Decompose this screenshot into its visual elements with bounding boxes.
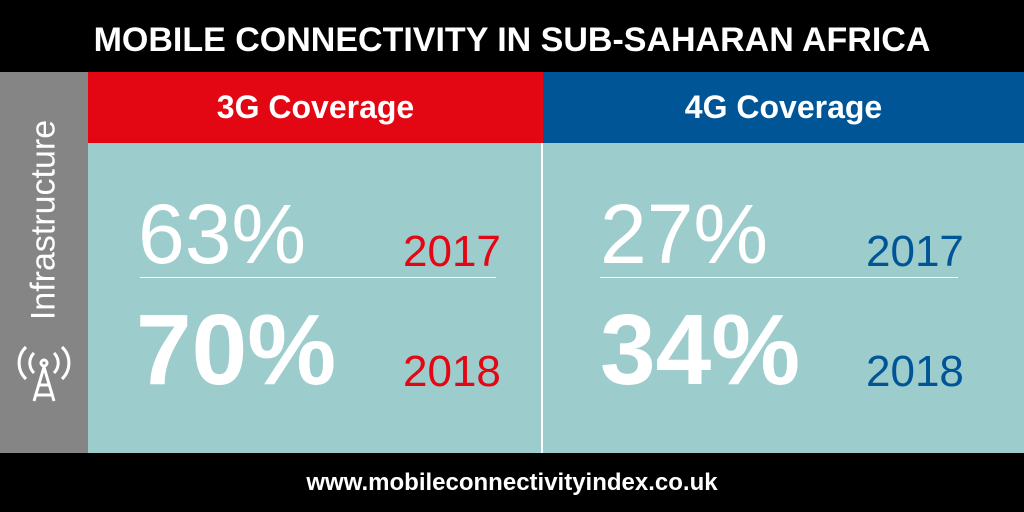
coverage-value: 63% xyxy=(138,187,307,281)
sidebar-label: Infrastructure xyxy=(24,119,63,321)
antenna-icon xyxy=(17,345,71,402)
separator xyxy=(140,277,496,278)
panel-body xyxy=(88,143,1024,453)
divider xyxy=(541,143,543,453)
panel-header: 3G Coverage xyxy=(88,72,543,143)
panel-header: 4G Coverage xyxy=(543,72,1024,143)
year: 2017 xyxy=(403,227,501,276)
coverage-value: 70% xyxy=(136,294,337,406)
coverage-value: 34% xyxy=(600,294,801,406)
year: 2018 xyxy=(866,347,964,396)
year: 2018 xyxy=(403,347,501,396)
footer-url: www.mobileconnectivityindex.co.uk xyxy=(306,469,718,496)
year: 2017 xyxy=(866,227,964,276)
sidebar xyxy=(0,72,88,453)
separator xyxy=(600,277,958,278)
coverage-value: 27% xyxy=(600,187,769,281)
title: MOBILE CONNECTIVITY IN SUB-SAHARAN AFRIC… xyxy=(93,21,931,59)
